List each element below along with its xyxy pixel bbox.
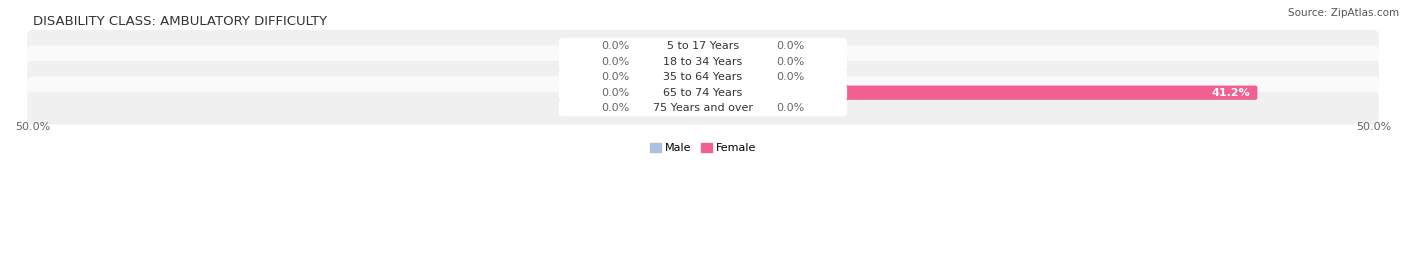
Text: 41.2%: 41.2% [1212, 88, 1250, 98]
FancyBboxPatch shape [634, 70, 704, 84]
FancyBboxPatch shape [27, 76, 1379, 109]
Text: 0.0%: 0.0% [600, 72, 630, 82]
FancyBboxPatch shape [558, 38, 848, 54]
FancyBboxPatch shape [558, 54, 848, 70]
Text: 0.0%: 0.0% [776, 41, 806, 51]
FancyBboxPatch shape [634, 39, 704, 53]
FancyBboxPatch shape [702, 55, 772, 69]
FancyBboxPatch shape [634, 85, 704, 100]
FancyBboxPatch shape [702, 85, 1257, 100]
FancyBboxPatch shape [702, 101, 772, 115]
Text: 35 to 64 Years: 35 to 64 Years [664, 72, 742, 82]
FancyBboxPatch shape [27, 30, 1379, 62]
FancyBboxPatch shape [634, 55, 704, 69]
FancyBboxPatch shape [27, 45, 1379, 78]
Text: 65 to 74 Years: 65 to 74 Years [664, 88, 742, 98]
Text: 0.0%: 0.0% [600, 57, 630, 67]
FancyBboxPatch shape [558, 85, 848, 101]
FancyBboxPatch shape [558, 100, 848, 116]
Text: Source: ZipAtlas.com: Source: ZipAtlas.com [1288, 8, 1399, 18]
Legend: Male, Female: Male, Female [645, 139, 761, 158]
FancyBboxPatch shape [27, 61, 1379, 94]
Text: 0.0%: 0.0% [776, 103, 806, 113]
FancyBboxPatch shape [634, 101, 704, 115]
FancyBboxPatch shape [702, 70, 772, 84]
Text: 0.0%: 0.0% [600, 103, 630, 113]
Text: 18 to 34 Years: 18 to 34 Years [664, 57, 742, 67]
Text: DISABILITY CLASS: AMBULATORY DIFFICULTY: DISABILITY CLASS: AMBULATORY DIFFICULTY [32, 15, 326, 28]
FancyBboxPatch shape [702, 39, 772, 53]
Text: 0.0%: 0.0% [600, 41, 630, 51]
Text: 0.0%: 0.0% [776, 57, 806, 67]
Text: 5 to 17 Years: 5 to 17 Years [666, 41, 740, 51]
FancyBboxPatch shape [558, 69, 848, 85]
Text: 0.0%: 0.0% [776, 72, 806, 82]
FancyBboxPatch shape [27, 92, 1379, 124]
Text: 0.0%: 0.0% [600, 88, 630, 98]
Text: 75 Years and over: 75 Years and over [652, 103, 754, 113]
